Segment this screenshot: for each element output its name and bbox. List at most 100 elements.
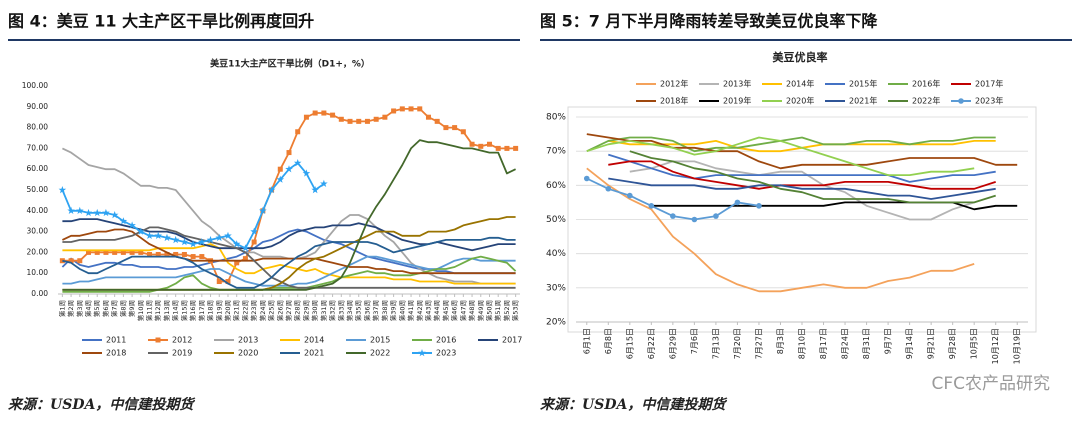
legend-label: 2016 xyxy=(436,336,456,345)
marker xyxy=(103,249,109,255)
x-tick-label: 第19周 xyxy=(214,300,223,321)
y-tick-label: 20% xyxy=(546,318,566,328)
marker xyxy=(224,231,232,239)
y-tick-label: 60.00 xyxy=(27,164,49,173)
legend-label: 2014 xyxy=(304,336,324,345)
marker xyxy=(155,251,161,257)
marker xyxy=(234,260,240,266)
legend-label: 2019年 xyxy=(723,96,751,106)
marker xyxy=(303,114,309,120)
series-line xyxy=(61,228,516,275)
y-tick-label: 60% xyxy=(546,181,566,191)
x-tick-label: 6月22日 xyxy=(647,328,656,359)
x-tick-label: 第3周 xyxy=(75,300,84,317)
x-tick-label: 第38周 xyxy=(380,300,389,321)
series-line xyxy=(586,136,975,176)
x-tick-label: 第5周 xyxy=(92,300,101,317)
marker xyxy=(68,258,74,264)
series-line xyxy=(586,167,975,293)
figure-heading: 图 5：7 月下半月降雨转差导致美豆优良率下降 xyxy=(540,12,878,31)
series-line xyxy=(608,177,996,200)
marker xyxy=(164,251,170,257)
marker xyxy=(155,337,161,343)
marker xyxy=(59,258,65,264)
series-line xyxy=(586,136,996,153)
legend-label: 2019 xyxy=(172,349,192,358)
series-line xyxy=(62,255,517,293)
marker xyxy=(478,143,484,149)
legend-label: 2015年 xyxy=(849,79,877,89)
x-tick-label: 第46周 xyxy=(450,300,459,321)
marker xyxy=(460,129,466,135)
x-tick-label: 第13周 xyxy=(162,300,171,321)
x-tick-label: 第34周 xyxy=(345,300,354,321)
marker xyxy=(286,150,292,156)
y-tick-label: 50% xyxy=(546,215,566,225)
marker xyxy=(145,231,154,239)
x-tick-label: 第11周 xyxy=(145,300,154,321)
legend-label: 2018 xyxy=(106,349,126,358)
marker xyxy=(171,235,180,244)
marker xyxy=(285,165,293,173)
x-tick-label: 第24周 xyxy=(258,300,267,321)
x-tick-label: 第22周 xyxy=(240,300,249,321)
legend-label: 2021年 xyxy=(849,96,877,106)
marker xyxy=(86,249,92,255)
x-tick-label: 第43周 xyxy=(423,300,432,321)
x-tick-label: 第16周 xyxy=(188,300,197,321)
y-tick-label: 80.00 xyxy=(27,123,49,132)
series-line xyxy=(62,226,516,289)
x-tick-label: 第27周 xyxy=(284,300,293,321)
marker xyxy=(250,227,258,235)
marker xyxy=(189,240,197,248)
x-tick-label: 第2周 xyxy=(66,300,75,317)
marker xyxy=(302,169,311,177)
x-tick-label: 第44周 xyxy=(432,300,441,321)
heading-rule xyxy=(8,39,520,41)
y-tick-label: 90.00 xyxy=(27,102,49,111)
marker xyxy=(215,233,224,242)
x-tick-label: 第31周 xyxy=(319,300,328,321)
x-tick-label: 6月15日 xyxy=(625,328,634,359)
x-tick-label: 7月6日 xyxy=(690,328,699,354)
marker xyxy=(382,114,388,120)
x-tick-label: 6月8日 xyxy=(604,328,613,354)
marker xyxy=(583,175,590,182)
x-tick-label: 第35周 xyxy=(354,300,363,321)
x-tick-label: 8月3日 xyxy=(776,328,785,354)
legend-label: 2020年 xyxy=(786,96,814,106)
legend-label: 2021 xyxy=(304,349,324,358)
marker xyxy=(181,251,187,257)
x-tick-label: 第4周 xyxy=(84,300,93,317)
y-tick-label: 30% xyxy=(546,283,566,293)
source-note: 来源：USDA，中信建投期货 xyxy=(540,396,727,413)
legend-label: 2018年 xyxy=(660,96,688,106)
marker xyxy=(958,98,964,104)
x-tick-label: 第49周 xyxy=(476,300,485,321)
x-tick-label: 第25周 xyxy=(267,300,276,321)
marker xyxy=(67,206,75,214)
x-tick-label: 8月24日 xyxy=(841,328,850,359)
legend-label: 2014年 xyxy=(786,79,814,89)
x-tick-label: 8月10日 xyxy=(798,328,807,359)
x-tick-label: 第47周 xyxy=(458,300,467,321)
marker xyxy=(154,231,162,239)
marker xyxy=(94,249,100,255)
x-tick-label: 第21周 xyxy=(232,300,241,321)
series-line xyxy=(629,160,975,221)
heading-rule xyxy=(540,39,1072,41)
series-line xyxy=(651,201,1018,211)
legend-label: 2023 xyxy=(436,349,456,358)
marker xyxy=(129,249,135,255)
x-tick-label: 第39周 xyxy=(389,300,398,321)
x-tick-label: 第6周 xyxy=(101,300,110,317)
series-line xyxy=(62,228,516,275)
marker xyxy=(364,118,370,124)
marker xyxy=(321,110,327,116)
marker xyxy=(112,249,118,255)
watermark: CFC农产品研究 xyxy=(931,374,1050,394)
marker xyxy=(330,112,336,118)
marker xyxy=(232,240,241,248)
x-tick-label: 10月12日 xyxy=(991,328,1000,364)
